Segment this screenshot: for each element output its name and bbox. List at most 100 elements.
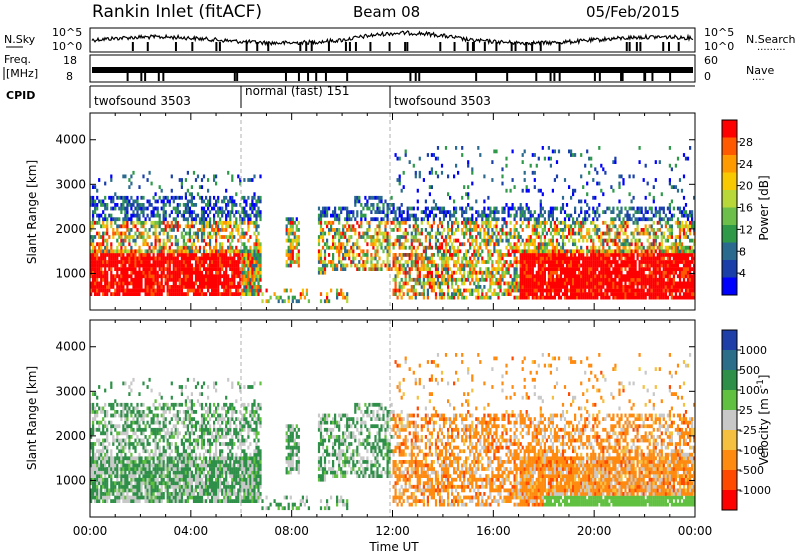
backscatter-cell [499,267,502,271]
backscatter-cell [668,245,671,250]
backscatter-cell [660,260,663,264]
backscatter-cell [541,231,544,236]
backscatter-cell [404,231,407,236]
backscatter-cell [475,263,478,268]
backscatter-cell [457,249,460,254]
backscatter-cell [580,274,583,279]
backscatter-cell [590,281,593,286]
backscatter-cell [176,242,179,247]
backscatter-cell [434,274,438,279]
backscatter-cell [223,274,226,279]
backscatter-cell [257,277,260,282]
backscatter-cell [586,210,589,214]
backscatter-cell [251,263,254,268]
backscatter-cell [390,195,393,200]
backscatter-cell [144,217,147,222]
backscatter-cell [116,231,119,236]
backscatter-cell [188,224,191,229]
backscatter-cell [440,295,444,300]
backscatter-cell [618,224,621,229]
backscatter-cell [110,174,113,179]
backscatter-cell [568,149,571,154]
backscatter-cell [190,288,193,293]
backscatter-cell [170,249,173,254]
backscatter-cell [513,295,516,300]
backscatter-cell [592,249,595,254]
backscatter-cell [465,256,468,261]
backscatter-cell [235,249,238,254]
backscatter-cell [400,220,403,225]
backscatter-cell [493,210,496,214]
backscatter-cell [136,195,139,200]
backscatter-cell [509,206,512,211]
backscatter-cell [182,285,185,289]
backscatter-cell [432,217,435,222]
backscatter-cell [588,270,591,275]
backscatter-cell [495,281,498,286]
backscatter-cell [499,285,502,289]
backscatter-cell [213,281,216,286]
backscatter-cell [344,263,347,268]
backscatter-cell [211,263,214,268]
backscatter-cell [493,206,496,211]
backscatter-cell [217,228,220,232]
backscatter-cell [646,245,649,250]
backscatter-cell [336,228,339,232]
backscatter-cell [251,274,254,279]
backscatter-cell [170,253,173,257]
backscatter-cell [646,210,649,214]
backscatter-cell [501,274,504,279]
backscatter-cell [652,277,655,282]
backscatter-cell [523,285,526,289]
backscatter-cell [110,213,113,218]
backscatter-cell [156,213,159,218]
freq-right-tick-bottom: 0 [704,70,711,83]
backscatter-cell [455,263,458,268]
backscatter-cell [572,242,575,247]
backscatter-cell [321,260,325,264]
backscatter-cell [451,270,454,275]
backscatter-cell [539,260,542,264]
backscatter-cell [418,170,421,175]
backscatter-cell [237,231,240,236]
backscatter-cell [235,217,238,222]
backscatter-cell [489,238,492,243]
backscatter-cell [146,288,149,293]
backscatter-cell [533,274,536,279]
backscatter-cell [578,220,581,225]
backscatter-cell [656,295,659,300]
backscatter-cell [543,217,546,222]
backscatter-cell [493,292,496,296]
backscatter-cell [434,213,438,218]
backscatter-cell [382,206,385,211]
backscatter-cell [545,242,548,247]
backscatter-cell [202,256,206,261]
backscatter-cell [428,260,431,264]
backscatter-cell [668,235,671,239]
backscatter-cell [600,263,603,268]
backscatter-cell [551,277,554,282]
backscatter-cell [122,195,125,200]
backscatter-cell [112,253,115,257]
backscatter-cell [533,178,536,182]
backscatter-cell [624,260,627,264]
backscatter-cell [596,206,599,211]
backscatter-cell [501,253,504,257]
backscatter-cell [547,267,550,271]
backscatter-cell [217,199,220,204]
backscatter-cell [523,213,526,218]
backscatter-cell [200,274,204,279]
backscatter-cell [398,270,401,275]
backscatter-cell [644,281,647,286]
backscatter-cell [126,213,129,218]
backscatter-cell [444,277,448,282]
backscatter-cell [235,228,238,232]
backscatter-cell [475,277,478,282]
backscatter-cell [580,292,583,296]
backscatter-cell [380,242,383,247]
backscatter-cell [384,224,387,229]
backscatter-cell [168,224,171,229]
backscatter-cell [194,263,198,268]
backscatter-cell [519,235,522,239]
backscatter-cell [176,238,179,243]
